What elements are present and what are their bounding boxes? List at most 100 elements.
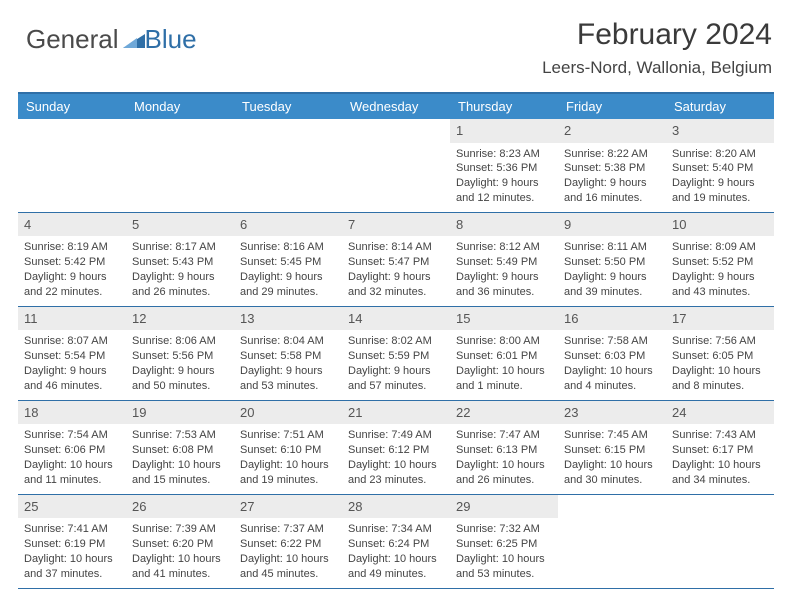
day-number: 21 — [342, 401, 450, 425]
day-sr: Sunrise: 7:49 AM — [348, 428, 444, 443]
day-number: 7 — [342, 213, 450, 237]
day-sr: Sunrise: 7:56 AM — [672, 334, 768, 349]
day-sr: Sunrise: 7:39 AM — [132, 522, 228, 537]
day-number: 13 — [234, 307, 342, 331]
day-ss: Sunset: 6:24 PM — [348, 537, 444, 552]
title-block: February 2024 Leers-Nord, Wallonia, Belg… — [542, 18, 774, 78]
day-body: Sunrise: 8:02 AMSunset: 5:59 PMDaylight:… — [342, 330, 450, 399]
day-sr: Sunrise: 7:34 AM — [348, 522, 444, 537]
day-sr: Sunrise: 8:06 AM — [132, 334, 228, 349]
day-cell: 29Sunrise: 7:32 AMSunset: 6:25 PMDayligh… — [450, 495, 558, 588]
day-dl1: Daylight: 10 hours — [672, 364, 768, 379]
day-number: 14 — [342, 307, 450, 331]
day-dl2: and 15 minutes. — [132, 473, 228, 488]
day-dl2: and 36 minutes. — [456, 285, 552, 300]
day-sr: Sunrise: 8:23 AM — [456, 147, 552, 162]
day-cell: 10Sunrise: 8:09 AMSunset: 5:52 PMDayligh… — [666, 213, 774, 306]
day-body: Sunrise: 8:16 AMSunset: 5:45 PMDaylight:… — [234, 236, 342, 305]
day-ss: Sunset: 6:17 PM — [672, 443, 768, 458]
day-number — [18, 119, 126, 125]
day-sr: Sunrise: 7:32 AM — [456, 522, 552, 537]
day-number: 1 — [450, 119, 558, 143]
day-body: Sunrise: 7:34 AMSunset: 6:24 PMDaylight:… — [342, 518, 450, 587]
day-body: Sunrise: 8:09 AMSunset: 5:52 PMDaylight:… — [666, 236, 774, 305]
day-sr: Sunrise: 8:02 AM — [348, 334, 444, 349]
day-cell: 26Sunrise: 7:39 AMSunset: 6:20 PMDayligh… — [126, 495, 234, 588]
day-body: Sunrise: 8:20 AMSunset: 5:40 PMDaylight:… — [666, 143, 774, 212]
day-header-thu: Thursday — [450, 94, 558, 119]
day-dl1: Daylight: 9 hours — [564, 176, 660, 191]
brand-logo: General Blue — [18, 18, 197, 55]
day-number: 3 — [666, 119, 774, 143]
day-header-tue: Tuesday — [234, 94, 342, 119]
day-ss: Sunset: 6:13 PM — [456, 443, 552, 458]
day-ss: Sunset: 5:45 PM — [240, 255, 336, 270]
day-header-fri: Friday — [558, 94, 666, 119]
calendar: Sunday Monday Tuesday Wednesday Thursday… — [18, 92, 774, 589]
day-header-sun: Sunday — [18, 94, 126, 119]
week-row: 11Sunrise: 8:07 AMSunset: 5:54 PMDayligh… — [18, 307, 774, 401]
day-dl2: and 45 minutes. — [240, 567, 336, 582]
day-dl1: Daylight: 10 hours — [24, 458, 120, 473]
day-dl1: Daylight: 9 hours — [672, 176, 768, 191]
day-dl1: Daylight: 10 hours — [24, 552, 120, 567]
day-body: Sunrise: 7:39 AMSunset: 6:20 PMDaylight:… — [126, 518, 234, 587]
day-cell: 14Sunrise: 8:02 AMSunset: 5:59 PMDayligh… — [342, 307, 450, 400]
day-cell: 15Sunrise: 8:00 AMSunset: 6:01 PMDayligh… — [450, 307, 558, 400]
day-dl2: and 53 minutes. — [240, 379, 336, 394]
day-dl2: and 26 minutes. — [132, 285, 228, 300]
day-sr: Sunrise: 8:19 AM — [24, 240, 120, 255]
day-ss: Sunset: 6:19 PM — [24, 537, 120, 552]
day-header-sat: Saturday — [666, 94, 774, 119]
day-number: 10 — [666, 213, 774, 237]
day-body: Sunrise: 8:19 AMSunset: 5:42 PMDaylight:… — [18, 236, 126, 305]
day-dl1: Daylight: 10 hours — [240, 552, 336, 567]
day-cell: 21Sunrise: 7:49 AMSunset: 6:12 PMDayligh… — [342, 401, 450, 494]
day-ss: Sunset: 6:08 PM — [132, 443, 228, 458]
location-label: Leers-Nord, Wallonia, Belgium — [542, 58, 772, 78]
day-ss: Sunset: 6:25 PM — [456, 537, 552, 552]
day-ss: Sunset: 5:54 PM — [24, 349, 120, 364]
day-ss: Sunset: 5:43 PM — [132, 255, 228, 270]
brand-part1: General — [26, 24, 119, 55]
day-body: Sunrise: 8:17 AMSunset: 5:43 PMDaylight:… — [126, 236, 234, 305]
day-dl1: Daylight: 9 hours — [24, 364, 120, 379]
day-dl1: Daylight: 9 hours — [132, 270, 228, 285]
day-ss: Sunset: 5:50 PM — [564, 255, 660, 270]
day-ss: Sunset: 5:42 PM — [24, 255, 120, 270]
day-dl2: and 57 minutes. — [348, 379, 444, 394]
day-number: 19 — [126, 401, 234, 425]
day-number: 23 — [558, 401, 666, 425]
day-cell: 27Sunrise: 7:37 AMSunset: 6:22 PMDayligh… — [234, 495, 342, 588]
day-cell: 24Sunrise: 7:43 AMSunset: 6:17 PMDayligh… — [666, 401, 774, 494]
day-dl2: and 8 minutes. — [672, 379, 768, 394]
day-cell: 4Sunrise: 8:19 AMSunset: 5:42 PMDaylight… — [18, 213, 126, 306]
day-dl1: Daylight: 9 hours — [348, 270, 444, 285]
day-ss: Sunset: 5:56 PM — [132, 349, 228, 364]
day-ss: Sunset: 5:40 PM — [672, 161, 768, 176]
day-dl2: and 30 minutes. — [564, 473, 660, 488]
day-cell: 17Sunrise: 7:56 AMSunset: 6:05 PMDayligh… — [666, 307, 774, 400]
day-cell: 20Sunrise: 7:51 AMSunset: 6:10 PMDayligh… — [234, 401, 342, 494]
day-dl1: Daylight: 10 hours — [132, 458, 228, 473]
day-dl2: and 19 minutes. — [672, 191, 768, 206]
day-sr: Sunrise: 7:51 AM — [240, 428, 336, 443]
week-row: 4Sunrise: 8:19 AMSunset: 5:42 PMDaylight… — [18, 213, 774, 307]
day-dl1: Daylight: 9 hours — [132, 364, 228, 379]
day-dl1: Daylight: 10 hours — [240, 458, 336, 473]
day-body: Sunrise: 8:07 AMSunset: 5:54 PMDaylight:… — [18, 330, 126, 399]
day-cell: 28Sunrise: 7:34 AMSunset: 6:24 PMDayligh… — [342, 495, 450, 588]
day-sr: Sunrise: 8:07 AM — [24, 334, 120, 349]
day-number: 4 — [18, 213, 126, 237]
day-dl1: Daylight: 10 hours — [348, 458, 444, 473]
day-cell: 9Sunrise: 8:11 AMSunset: 5:50 PMDaylight… — [558, 213, 666, 306]
day-number: 28 — [342, 495, 450, 519]
day-cell — [342, 119, 450, 212]
day-ss: Sunset: 6:06 PM — [24, 443, 120, 458]
day-number: 2 — [558, 119, 666, 143]
day-body: Sunrise: 8:04 AMSunset: 5:58 PMDaylight:… — [234, 330, 342, 399]
day-dl1: Daylight: 10 hours — [456, 458, 552, 473]
day-number — [234, 119, 342, 125]
day-body: Sunrise: 8:11 AMSunset: 5:50 PMDaylight:… — [558, 236, 666, 305]
day-ss: Sunset: 6:10 PM — [240, 443, 336, 458]
